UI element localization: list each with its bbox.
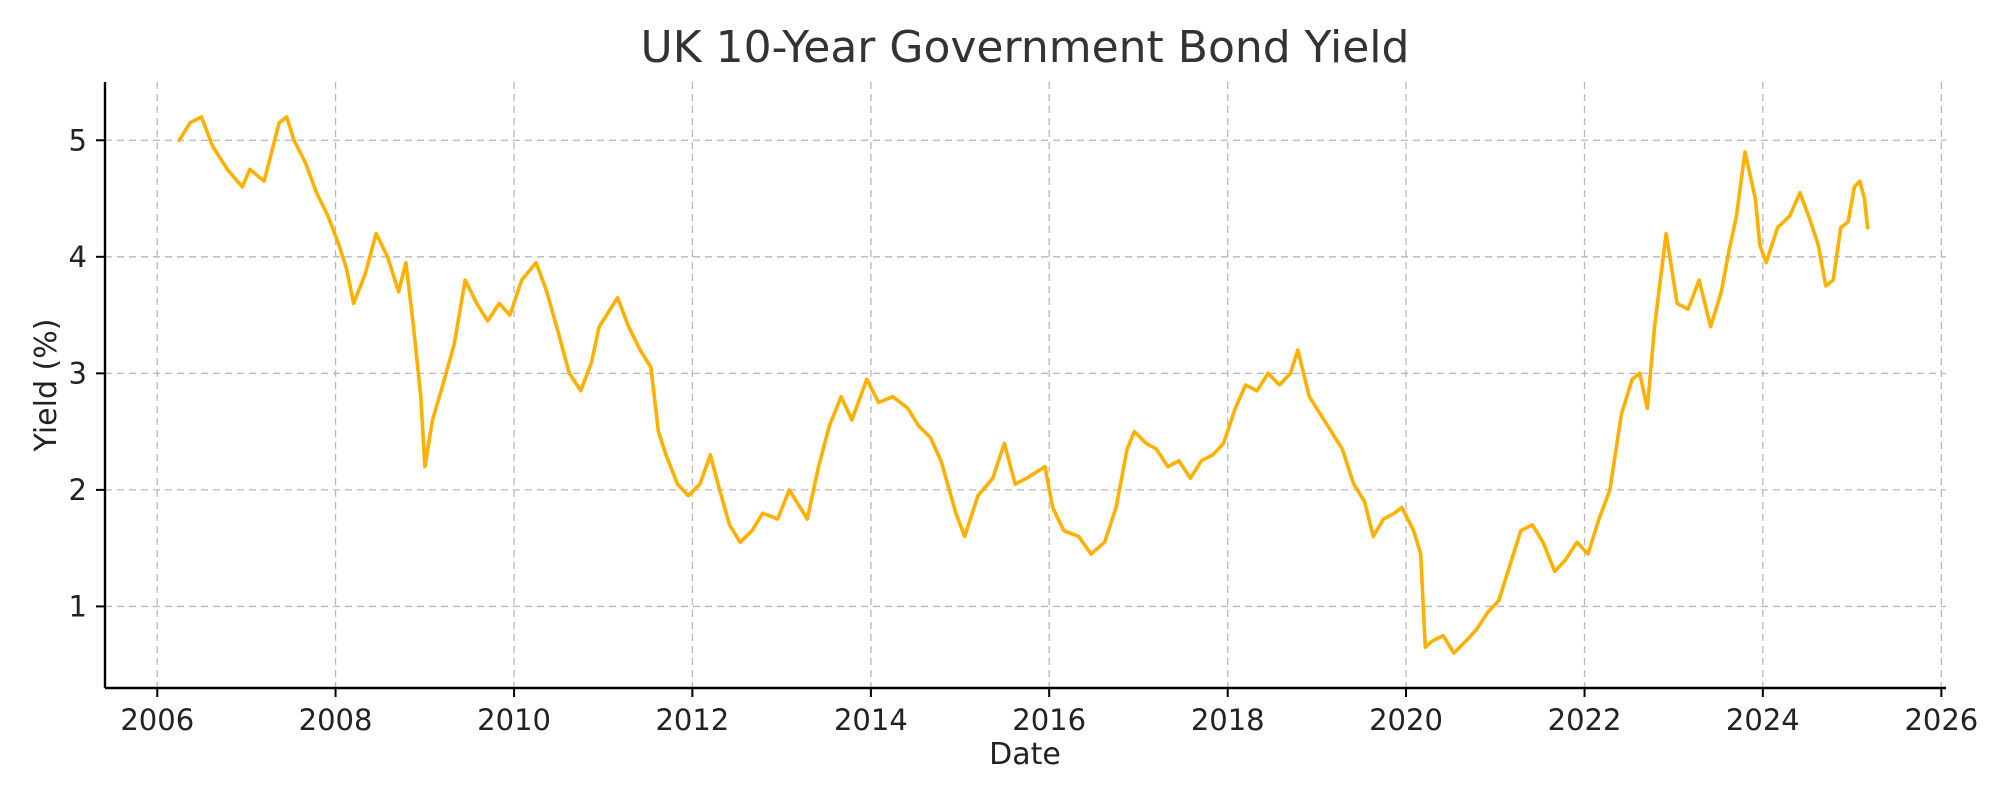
x-tick-label: 2012 [655,703,729,737]
y-tick-label: 1 [69,589,87,623]
x-tick-label: 2024 [1726,703,1800,737]
y-axis-ticks: 1 2 3 4 5 [69,123,105,623]
y-tick-label: 3 [69,356,87,390]
y-tick-label: 2 [69,473,87,507]
x-tick-label: 2008 [299,703,373,737]
x-tick-label: 2020 [1369,703,1443,737]
x-axis-label: Date [989,737,1061,772]
axes [103,82,1946,690]
x-tick-label: 2010 [477,703,551,737]
yield-series-line [177,115,1870,655]
x-tick-label: 2014 [834,703,908,737]
y-tick-label: 5 [69,123,87,157]
x-axis-ticks: 2006 2008 2010 2012 2014 2016 2018 2020 2022 2024… [120,688,1978,737]
x-tick-label: 2022 [1548,703,1622,737]
x-tick-label: 2018 [1191,703,1265,737]
x-tick-label: 2016 [1012,703,1086,737]
y-tick-label: 4 [69,240,87,274]
gridlines [105,82,1946,688]
y-axis-label: Yield (%) [29,319,64,453]
x-tick-label: 2006 [120,703,194,737]
x-tick-label: 2026 [1904,703,1978,737]
chart-title: UK 10-Year Government Bond Yield [641,22,1410,73]
